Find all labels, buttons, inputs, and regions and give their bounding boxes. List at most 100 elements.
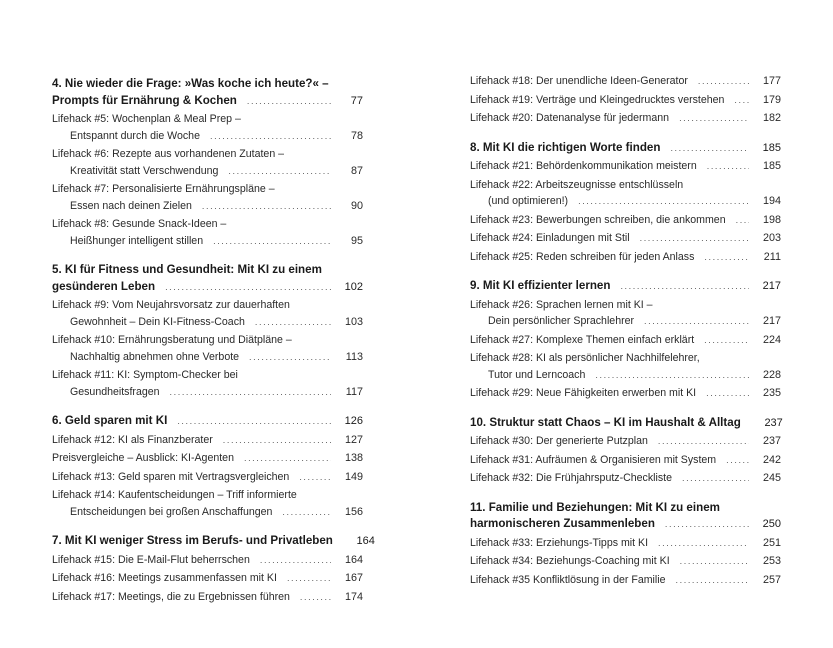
toc-entry-line: Heißhunger intelligent stillen 95 <box>52 233 363 250</box>
page-number: 164 <box>344 553 363 566</box>
page-number: 182 <box>762 112 781 124</box>
toc-lifehack[interactable]: Lifehack #32: Die Frühjahrsputz-Checklis… <box>470 470 781 487</box>
toc-lifehack[interactable]: Lifehack #24: Einladungen mit Stil 203 <box>470 230 781 247</box>
toc-entry-title: Lifehack #17: Meetings, die zu Ergebniss… <box>52 590 290 603</box>
toc-lifehack[interactable]: Lifehack #12: KI als Finanzberater 127 <box>52 432 363 449</box>
page-number: 203 <box>762 232 781 244</box>
toc-lifehack[interactable]: Lifehack #8: Gesunde Snack-Ideen – Heißhu… <box>52 216 363 249</box>
toc-lifehack[interactable]: Lifehack #30: Der generierte Putzplan 237 <box>470 433 781 450</box>
toc-lifehack[interactable]: Lifehack #15: Die E-Mail-Flut beherrsche… <box>52 552 363 569</box>
toc-lifehack[interactable]: Lifehack #29: Neue Fähigkeiten erwerben … <box>470 385 781 402</box>
toc-entry-line: Lifehack #8: Gesunde Snack-Ideen – <box>52 216 363 233</box>
toc-entry-line: Prompts für Ernährung & Kochen 77 <box>52 93 363 110</box>
toc-lifehack[interactable]: Lifehack #23: Bewerbungen schreiben, die… <box>470 212 781 229</box>
toc-entry-title: gesünderen Leben <box>52 279 156 293</box>
toc-entry-title: Lifehack #34: Beziehungs-Coaching mit KI <box>470 555 670 567</box>
dot-leader <box>165 279 331 296</box>
toc-lifehack[interactable]: Lifehack #11: KI: Symptom-Checker bei Ges… <box>52 367 363 400</box>
toc-entry-title: Lifehack #14: Kaufentscheidungen – Triff… <box>52 489 297 501</box>
toc-lifehack[interactable]: Preisvergleiche – Ausblick: KI-Agenten 13… <box>52 450 363 467</box>
toc-entry-title: 5. KI für Fitness und Gesundheit: Mit KI… <box>52 263 322 276</box>
toc-lifehack[interactable]: Lifehack #25: Reden schreiben für jeden … <box>470 249 781 266</box>
toc-entry-line: Lifehack #24: Einladungen mit Stil 203 <box>470 230 781 247</box>
page-number: 185 <box>762 141 781 154</box>
toc-entry-title: Lifehack #27: Komplexe Themen einfach er… <box>470 333 695 346</box>
toc-entry-title: Lifehack #22: Arbeitszeugnisse entschlüs… <box>470 178 684 191</box>
toc-entry-title: Tutor und Lerncoach <box>488 368 586 381</box>
toc-entry-line: (und optimieren!) 194 <box>470 193 781 210</box>
toc-entry-title: Lifehack #29: Neue Fähigkeiten erwerben … <box>470 387 697 399</box>
toc-lifehack[interactable]: Lifehack #31: Aufräumen & Organisieren m… <box>470 452 781 469</box>
toc-lifehack[interactable]: Lifehack #5: Wochenplan & Meal Prep – Ent… <box>52 111 363 144</box>
toc-entry-title: Essen nach deinen Zielen <box>70 199 192 212</box>
dot-leader <box>698 73 749 90</box>
toc-entry-line: Lifehack #6: Rezepte aus vorhandenen Zut… <box>52 146 363 163</box>
dot-leader <box>213 233 331 250</box>
toc-entry-title: 8. Mit KI die richtigen Worte finden <box>470 140 661 154</box>
dot-leader <box>670 140 749 157</box>
toc-entry-line: 6. Geld sparen mit KI 126 <box>52 413 363 430</box>
toc-lifehack[interactable]: Lifehack #26: Sprachen lernen mit KI – De… <box>470 297 781 330</box>
toc-lifehack[interactable]: Lifehack #35 Konfliktlösung in der Famil… <box>470 572 781 589</box>
toc-lifehack[interactable]: Lifehack #27: Komplexe Themen einfach er… <box>470 332 781 349</box>
toc-lifehack[interactable]: Lifehack #20: Datenanalyse für jedermann… <box>470 110 781 127</box>
toc-entry-title: Lifehack #9: Vom Neujahrsvorsatz zur dau… <box>52 299 290 311</box>
toc-lifehack[interactable]: Lifehack #9: Vom Neujahrsvorsatz zur dau… <box>52 297 363 330</box>
toc-lifehack[interactable]: Lifehack #14: Kaufentscheidungen – Triff… <box>52 487 363 520</box>
toc-entry-line: Lifehack #32: Die Frühjahrsputz-Checklis… <box>470 470 781 487</box>
toc-lifehack[interactable]: Lifehack #34: Beziehungs-Coaching mit KI… <box>470 553 781 570</box>
toc-lifehack[interactable]: Lifehack #10: Ernährungsberatung und Diä… <box>52 332 363 365</box>
toc-chapter[interactable]: 6. Geld sparen mit KI 126 <box>52 413 363 430</box>
toc-entry-line: Lifehack #11: KI: Symptom-Checker bei <box>52 367 363 384</box>
page-number: 177 <box>762 75 781 87</box>
page-number: 224 <box>762 333 781 346</box>
toc-chapter[interactable]: 4. Nie wieder die Frage: »Was koche ich … <box>52 76 363 109</box>
dot-leader <box>680 553 749 570</box>
page-number: 113 <box>345 350 363 363</box>
toc-lifehack[interactable]: Lifehack #13: Geld sparen mit Vertragsve… <box>52 469 363 486</box>
dot-leader <box>734 92 749 109</box>
page-number: 164 <box>356 535 375 547</box>
toc-lifehack[interactable]: Lifehack #33: Erziehungs-Tipps mit KI 251 <box>470 535 781 552</box>
page-number: 95 <box>350 234 363 247</box>
toc-chapter[interactable]: 10. Struktur statt Chaos – KI im Haushal… <box>470 415 783 432</box>
toc-entry-title: Lifehack #12: KI als Finanzberater <box>52 433 213 446</box>
dot-leader <box>228 163 331 180</box>
toc-entry-title: Lifehack #24: Einladungen mit Stil <box>470 232 630 244</box>
toc-lifehack[interactable]: Lifehack #16: Meetings zusammenfassen mi… <box>52 570 363 587</box>
page-number: 117 <box>345 385 363 398</box>
toc-lifehack[interactable]: Lifehack #18: Der unendliche Ideen-Gener… <box>470 73 781 90</box>
toc-entry-line: Lifehack #19: Verträge und Kleingedruckt… <box>470 92 781 109</box>
toc-chapter[interactable]: 8. Mit KI die richtigen Worte finden 185 <box>470 140 781 157</box>
toc-lifehack[interactable]: Lifehack #19: Verträge und Kleingedruckt… <box>470 92 781 109</box>
toc-entry-line: Lifehack #5: Wochenplan & Meal Prep – <box>52 111 363 128</box>
toc-lifehack[interactable]: Lifehack #21: Behördenkommunikation meis… <box>470 158 781 175</box>
dot-leader <box>736 212 749 229</box>
toc-entry-line: Essen nach deinen Zielen 90 <box>52 198 363 215</box>
dot-leader <box>177 413 331 430</box>
toc-lifehack[interactable]: Lifehack #17: Meetings, die zu Ergebniss… <box>52 589 363 606</box>
page-number: 237 <box>764 416 783 429</box>
page-number: 126 <box>344 415 363 427</box>
toc-entry-title: Nachhaltig abnehmen ohne Verbote <box>70 350 240 363</box>
dot-leader <box>287 570 331 587</box>
toc-entry-line: Lifehack #22: Arbeitszeugnisse entschlüs… <box>470 177 781 194</box>
toc-lifehack[interactable]: Lifehack #7: Personalisierte Ernährungsp… <box>52 181 363 214</box>
toc-entry-title: Lifehack #30: Der generierte Putzplan <box>470 435 648 447</box>
toc-entry-title: Preisvergleiche – Ausblick: KI-Agenten <box>52 452 234 464</box>
toc-entry-title: harmonischeren Zusammenleben <box>470 517 655 530</box>
toc-lifehack[interactable]: Lifehack #6: Rezepte aus vorhandenen Zut… <box>52 146 363 179</box>
toc-entry-title: Lifehack #21: Behördenkommunikation meis… <box>470 160 697 172</box>
toc-entry-title: 4. Nie wieder die Frage: »Was koche ich … <box>52 77 329 90</box>
toc-entry-title: Lifehack #7: Personalisierte Ernährungsp… <box>52 183 275 195</box>
toc-chapter[interactable]: 5. KI für Fitness und Gesundheit: Mit KI… <box>52 262 363 295</box>
toc-chapter[interactable]: 11. Familie und Beziehungen: Mit KI zu e… <box>470 500 781 533</box>
toc-chapter[interactable]: 7. Mit KI weniger Stress im Berufs- und … <box>52 533 375 550</box>
page-number: 77 <box>350 94 363 107</box>
toc-lifehack[interactable]: Lifehack #28: KI als persönlicher Nachhi… <box>470 350 781 383</box>
page-number: 253 <box>762 555 781 567</box>
toc-chapter[interactable]: 9. Mit KI effizienter lernen 217 <box>470 278 781 295</box>
toc-entry-title: Lifehack #32: Die Frühjahrsputz-Checklis… <box>470 472 672 484</box>
toc-entry-title: Lifehack #26: Sprachen lernen mit KI – <box>470 298 653 311</box>
toc-lifehack[interactable]: Lifehack #22: Arbeitszeugnisse entschlüs… <box>470 177 781 210</box>
